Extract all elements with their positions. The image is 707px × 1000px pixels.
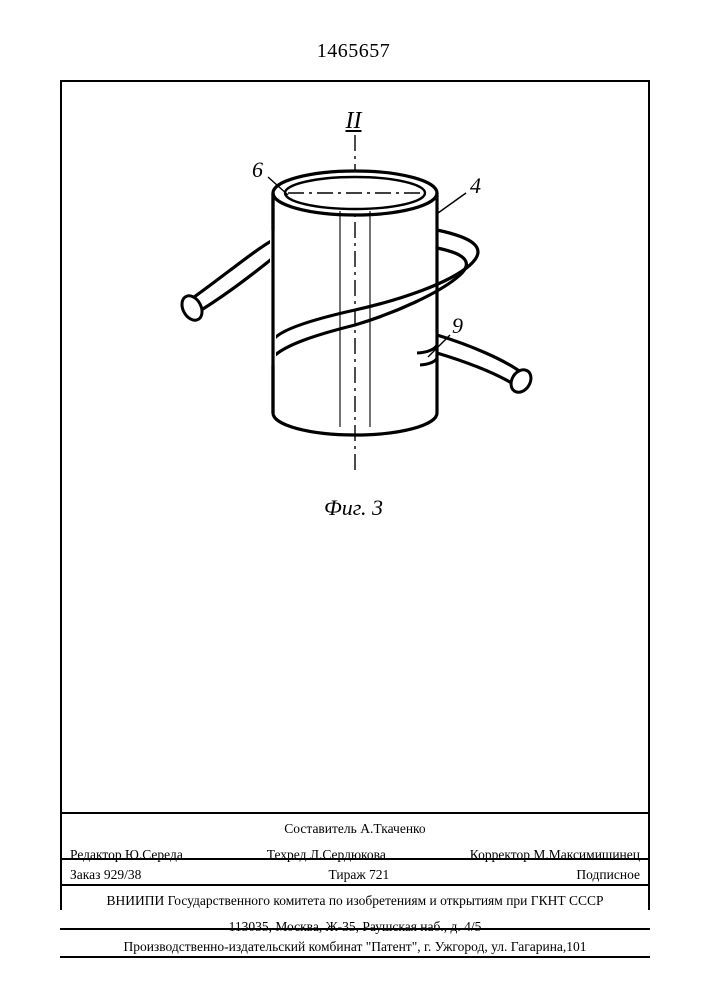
label-6: 6 xyxy=(252,157,263,182)
page: 1465657 II xyxy=(0,0,707,1000)
figure-caption: Фиг. 3 xyxy=(0,495,707,521)
subscription: Подписное xyxy=(576,866,640,884)
org-block: ВНИИПИ Государственного комитета по изоб… xyxy=(60,888,650,940)
tirazh-value: 721 xyxy=(369,867,389,882)
divider-5 xyxy=(60,956,650,958)
view-label: II xyxy=(0,108,707,135)
label-4: 4 xyxy=(470,173,481,198)
order-label: Заказ xyxy=(70,867,100,882)
compiler-name: А.Ткаченко xyxy=(360,821,425,836)
divider-4 xyxy=(60,928,650,930)
figure-3: 6 4 9 xyxy=(170,135,540,495)
org-line1: ВНИИПИ Государственного комитета по изоб… xyxy=(60,888,650,914)
tirazh-label: Тираж xyxy=(328,867,365,882)
credits-row-1: Составитель А.Ткаченко Редактор Ю.Середа… xyxy=(60,816,650,868)
divider-3 xyxy=(60,884,650,886)
compiler-label: Составитель xyxy=(284,821,357,836)
divider-1 xyxy=(60,812,650,814)
patent-number: 1465657 xyxy=(0,40,707,63)
order-value: 929/38 xyxy=(104,867,142,882)
label-9: 9 xyxy=(452,313,463,338)
divider-2 xyxy=(60,858,650,860)
